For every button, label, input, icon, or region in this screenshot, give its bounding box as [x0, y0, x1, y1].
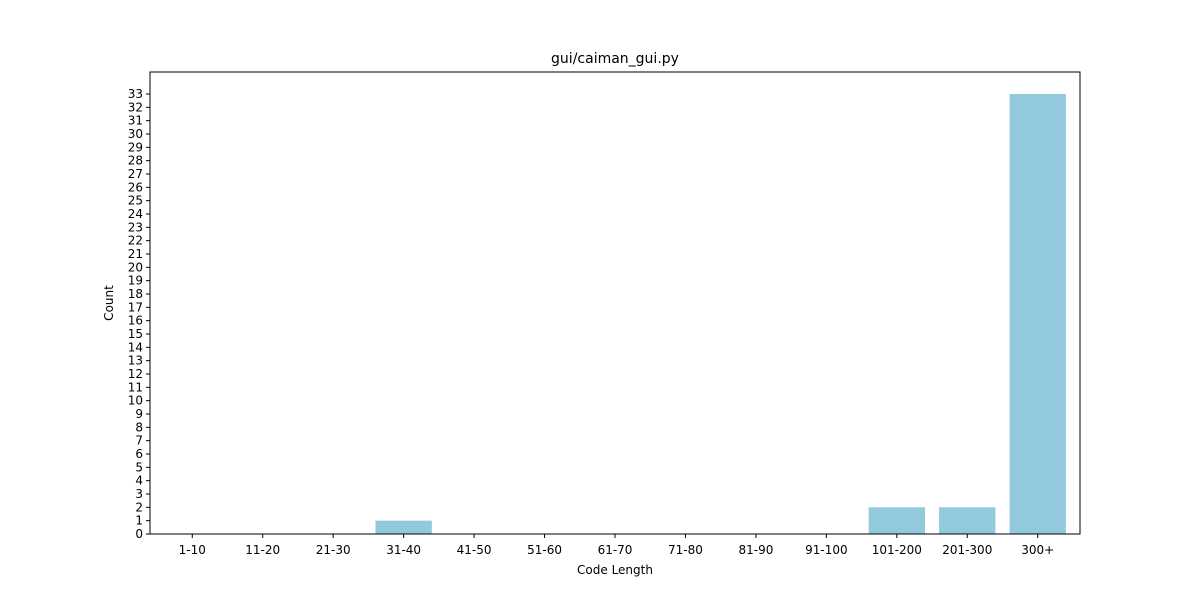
y-tick-label: 21: [128, 247, 143, 261]
x-tick-label: 300+: [1021, 543, 1054, 557]
y-tick-label: 13: [128, 354, 143, 368]
y-tick-label: 9: [135, 407, 143, 421]
x-tick-label: 51-60: [527, 543, 562, 557]
y-tick-label: 8: [135, 420, 143, 434]
axes-frame: [149, 71, 1081, 535]
y-tick-label: 24: [128, 207, 143, 221]
x-axis-label: Code Length: [577, 563, 653, 577]
y-tick-label: 12: [128, 367, 143, 381]
bar-201-300: [939, 507, 996, 534]
y-tick-label: 2: [135, 500, 143, 514]
x-tick-label: 81-90: [738, 543, 773, 557]
x-tick-label: 1-10: [179, 543, 206, 557]
y-tick-label: 6: [135, 447, 143, 461]
x-axis-ticks: 1-10 11-20 21-30 31-40 41-50 51-60 61-70 71-80 8…: [179, 534, 1054, 557]
x-tick-label: 21-30: [316, 543, 351, 557]
y-tick-label: 27: [128, 167, 143, 181]
x-tick-label: 101-200: [872, 543, 922, 557]
y-tick-label: 25: [128, 194, 143, 208]
y-tick-label: 22: [128, 234, 143, 248]
y-tick-label: 23: [128, 220, 143, 234]
y-tick-label: 3: [135, 487, 143, 501]
chart-title: gui/caiman_gui.py: [551, 51, 679, 67]
y-tick-label: 1: [135, 514, 143, 528]
bar-300+: [1009, 94, 1066, 534]
x-tick-label: 31-40: [386, 543, 421, 557]
y-tick-label: 17: [128, 300, 143, 314]
x-tick-label: 71-80: [668, 543, 703, 557]
y-tick-label: 18: [128, 287, 143, 301]
y-tick-label: 20: [128, 260, 143, 274]
x-tick-label: 11-20: [245, 543, 280, 557]
y-tick-label: 14: [128, 340, 143, 354]
y-axis-label: Count: [102, 285, 116, 321]
x-tick-label: 61-70: [598, 543, 633, 557]
y-tick-label: 4: [135, 474, 143, 488]
y-tick-label: 7: [135, 434, 143, 448]
y-tick-label: 16: [128, 314, 143, 328]
y-tick-label: 26: [128, 180, 143, 194]
y-tick-label: 19: [128, 274, 143, 288]
x-tick-label: 201-300: [942, 543, 992, 557]
y-tick-label: 32: [128, 100, 143, 114]
bars: [375, 94, 1066, 534]
y-tick-label: 11: [128, 380, 143, 394]
x-tick-label: 41-50: [457, 543, 492, 557]
bar-101-200: [868, 507, 925, 534]
y-tick-label: 15: [128, 327, 143, 341]
y-axis-ticks: 0123456789101112131415161718192021222324…: [128, 87, 150, 541]
y-tick-label: 30: [128, 127, 143, 141]
y-tick-label: 33: [128, 87, 143, 101]
y-tick-label: 0: [135, 527, 143, 541]
y-tick-label: 10: [128, 394, 143, 408]
x-tick-label: 91-100: [805, 543, 848, 557]
y-tick-label: 29: [128, 140, 143, 154]
y-tick-label: 28: [128, 154, 143, 168]
y-tick-label: 5: [135, 460, 143, 474]
y-tick-label: 31: [128, 114, 143, 128]
bar-31-40: [375, 520, 432, 534]
